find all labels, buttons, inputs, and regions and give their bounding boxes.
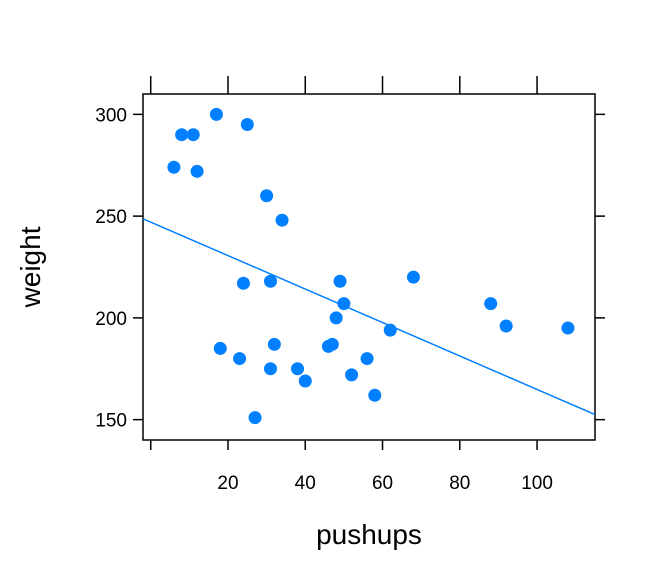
x-tick-label: 20	[217, 473, 238, 494]
data-point	[383, 323, 397, 337]
x-axis: 20 40 60 80 100	[149, 76, 553, 494]
y-axis: 150 200 250 300	[95, 105, 605, 432]
data-point	[175, 128, 189, 142]
y-tick-label: 250	[95, 207, 127, 228]
x-tick-label: 100	[521, 473, 553, 494]
plot-content	[142, 107, 596, 425]
x-axis-title: pushups	[316, 519, 422, 550]
data-point	[484, 297, 498, 311]
y-tick-label: 300	[95, 105, 127, 126]
data-point	[263, 274, 277, 288]
data-point	[186, 128, 200, 142]
data-point	[360, 352, 374, 366]
data-point	[209, 107, 223, 121]
data-point	[291, 362, 305, 376]
data-point	[263, 362, 277, 376]
x-tick-label: 60	[372, 473, 393, 494]
data-point	[561, 321, 575, 335]
y-tick-label: 200	[95, 309, 127, 330]
y-axis-title: weight	[15, 226, 46, 308]
data-point	[233, 352, 247, 366]
data-point	[267, 337, 281, 351]
x-tick-label: 80	[449, 473, 470, 494]
data-point	[298, 374, 312, 388]
data-point	[260, 189, 274, 203]
data-point	[368, 388, 382, 402]
data-point	[325, 337, 339, 351]
data-point	[275, 213, 289, 227]
data-point	[499, 319, 513, 333]
data-point	[167, 160, 181, 174]
data-point	[213, 341, 227, 355]
data-point	[337, 297, 351, 311]
regression-line	[142, 218, 596, 416]
data-point	[190, 164, 204, 178]
y-tick-label: 150	[95, 411, 127, 432]
plot-frame	[142, 93, 596, 441]
data-point	[333, 274, 347, 288]
data-point	[329, 311, 343, 325]
data-point	[248, 411, 262, 425]
x-tick-label: 40	[295, 473, 316, 494]
data-point	[236, 276, 250, 290]
data-point	[240, 118, 254, 132]
data-point	[406, 270, 420, 284]
data-point	[345, 368, 359, 382]
